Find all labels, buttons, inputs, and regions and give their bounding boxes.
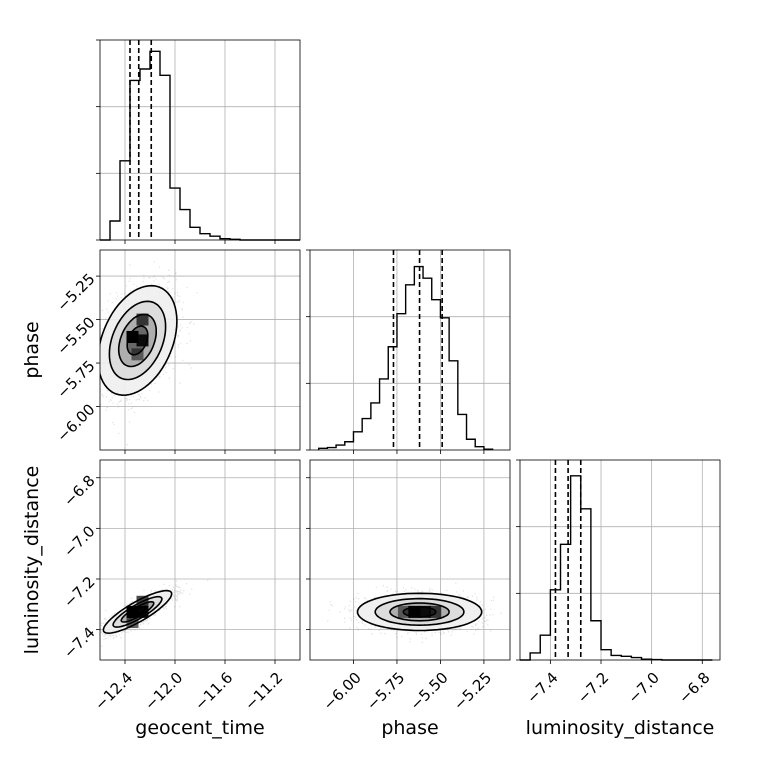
contour-line	[126, 325, 149, 356]
scatter-panel-geocent-time-vs-phase	[96, 249, 301, 454]
panel-frame	[99, 249, 301, 451]
y-axis-label-phase: phase	[21, 321, 43, 378]
y-tick-label: −5.50	[53, 313, 98, 358]
y-tick-label: −7.0	[60, 522, 98, 560]
density-cell	[408, 605, 421, 618]
contour-line	[117, 313, 157, 368]
histogram-luminosity-distance	[520, 475, 713, 661]
x-tick-label: −6.00	[320, 669, 365, 714]
x-tick-label: −7.4	[523, 669, 561, 707]
x-tick-label: −5.25	[450, 669, 495, 714]
histogram-phase	[317, 265, 494, 450]
y-tick-label: −5.25	[53, 270, 98, 315]
contour-line	[374, 597, 465, 627]
x-tick-label: −5.75	[363, 669, 408, 714]
scatter-panel-geocent-time-vs-luminosity-distance	[96, 459, 301, 664]
contour-line	[120, 601, 155, 623]
contour-line	[389, 602, 450, 622]
x-tick-label: −12.0	[141, 669, 186, 714]
y-axis-label-luminosity-distance: luminosity_distance	[21, 466, 43, 655]
panel-frame	[309, 459, 511, 661]
x-axis-label-geocent-time: geocent_time	[135, 717, 264, 739]
scatter-area	[310, 460, 510, 660]
histogram-panel-luminosity-distance	[516, 459, 721, 664]
x-axis-label-luminosity-distance: luminosity_distance	[526, 717, 715, 739]
contour-line	[402, 606, 437, 618]
contour-line	[356, 592, 483, 632]
panel-frame	[519, 459, 721, 661]
contour-line	[102, 589, 173, 635]
x-tick-label: −12.4	[91, 669, 136, 714]
y-tick-label: −5.75	[53, 357, 98, 402]
scatter-area	[100, 460, 300, 660]
density-cell	[418, 605, 431, 618]
contour-line	[108, 300, 167, 381]
panel-frame	[99, 459, 301, 661]
scatter-panel-phase-vs-luminosity-distance	[306, 459, 511, 664]
x-tick-label: −7.2	[574, 669, 612, 707]
y-tick-label: −7.2	[60, 573, 98, 611]
y-tick-label: −6.8	[60, 472, 98, 510]
x-tick-label: −5.50	[407, 669, 452, 714]
contour-line	[127, 605, 148, 619]
contour-line	[112, 595, 163, 628]
density-cell	[136, 313, 149, 326]
density-cell	[126, 330, 139, 343]
y-tick-label: −6.00	[53, 400, 98, 445]
x-axis-label-phase: phase	[381, 717, 438, 739]
histogram-panel-geocent-time	[96, 39, 301, 244]
x-tick-label: −11.2	[241, 669, 286, 714]
panel-frame	[309, 249, 511, 451]
x-tick-label: −6.8	[675, 669, 713, 707]
contour-line	[100, 284, 178, 397]
y-tick-label: −7.4	[60, 623, 98, 661]
x-tick-label: −7.0	[624, 669, 662, 707]
x-tick-label: −11.6	[191, 669, 236, 714]
histogram-panel-phase	[306, 249, 511, 454]
panel-frame	[99, 39, 301, 241]
scatter-area	[100, 250, 300, 450]
